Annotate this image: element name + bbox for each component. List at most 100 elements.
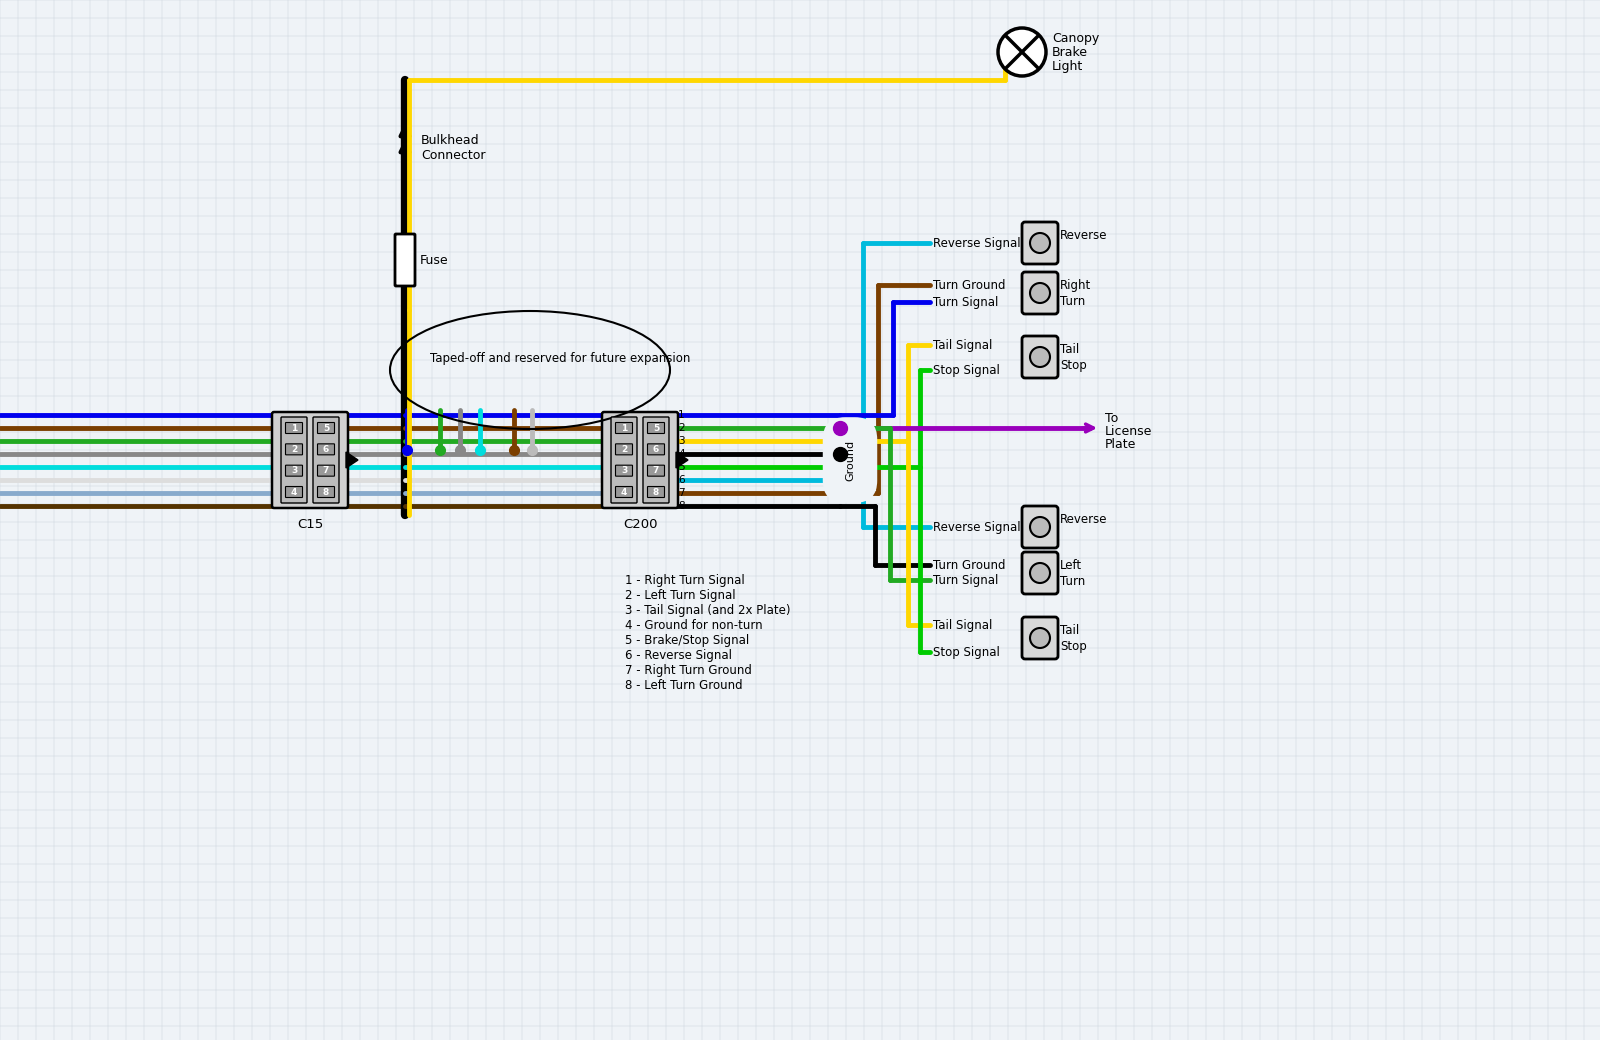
Text: 5: 5 (678, 462, 685, 472)
Text: Taped-off and reserved for future expansion: Taped-off and reserved for future expans… (430, 352, 690, 364)
Text: 1: 1 (678, 410, 685, 420)
Text: Turn Signal: Turn Signal (933, 295, 998, 309)
Text: 6: 6 (678, 475, 685, 485)
Text: Turn Ground: Turn Ground (933, 279, 1005, 291)
FancyBboxPatch shape (1022, 222, 1058, 264)
Text: Light: Light (1053, 59, 1083, 73)
FancyBboxPatch shape (1022, 506, 1058, 548)
FancyBboxPatch shape (1022, 617, 1058, 659)
Text: Turn: Turn (1059, 574, 1085, 588)
FancyBboxPatch shape (1022, 552, 1058, 594)
Circle shape (1030, 628, 1050, 648)
FancyBboxPatch shape (648, 422, 664, 434)
Text: Stop: Stop (1059, 359, 1086, 371)
Text: Reverse Signal: Reverse Signal (933, 236, 1021, 250)
FancyBboxPatch shape (648, 465, 664, 476)
Circle shape (1030, 517, 1050, 537)
Text: C15: C15 (298, 518, 323, 531)
Text: 3: 3 (621, 466, 627, 475)
Text: To: To (1106, 412, 1118, 424)
FancyBboxPatch shape (395, 234, 414, 286)
Text: 4 - Ground for non-turn: 4 - Ground for non-turn (626, 619, 763, 631)
Text: Plate: Plate (1106, 438, 1136, 450)
Circle shape (1030, 347, 1050, 367)
Text: 2: 2 (678, 423, 685, 433)
FancyBboxPatch shape (616, 487, 632, 497)
Text: C200: C200 (622, 518, 658, 531)
Text: 2: 2 (621, 445, 627, 453)
FancyBboxPatch shape (643, 417, 669, 503)
Text: Canopy: Canopy (1053, 31, 1099, 45)
Text: Brake: Brake (1053, 46, 1088, 58)
Text: Fuse: Fuse (421, 254, 448, 266)
Text: 4: 4 (291, 488, 298, 496)
Text: 3: 3 (291, 466, 298, 475)
Text: License: License (1106, 424, 1152, 438)
Text: 6 - Reverse Signal: 6 - Reverse Signal (626, 649, 733, 661)
Text: 2 - Left Turn Signal: 2 - Left Turn Signal (626, 589, 736, 601)
Text: 5 - Brake/Stop Signal: 5 - Brake/Stop Signal (626, 633, 749, 647)
FancyBboxPatch shape (282, 417, 307, 503)
FancyBboxPatch shape (648, 487, 664, 497)
Text: Tail Signal: Tail Signal (933, 338, 992, 352)
FancyBboxPatch shape (1022, 336, 1058, 378)
Text: 8: 8 (653, 488, 659, 496)
Text: 6: 6 (323, 445, 330, 453)
FancyBboxPatch shape (285, 465, 302, 476)
FancyBboxPatch shape (602, 412, 678, 508)
Circle shape (998, 28, 1046, 76)
Text: Tail Signal: Tail Signal (933, 619, 992, 631)
Text: 5: 5 (653, 423, 659, 433)
Text: Reverse Signal: Reverse Signal (933, 520, 1021, 534)
Text: 4: 4 (678, 449, 685, 459)
Text: Tail: Tail (1059, 342, 1080, 356)
Polygon shape (346, 452, 358, 468)
Circle shape (1030, 233, 1050, 253)
Text: 7: 7 (653, 466, 659, 475)
FancyBboxPatch shape (317, 444, 334, 454)
Text: 7: 7 (323, 466, 330, 475)
Text: 7: 7 (678, 488, 685, 498)
Polygon shape (677, 452, 688, 468)
Circle shape (1030, 563, 1050, 583)
Text: Stop: Stop (1059, 640, 1086, 652)
Text: 8: 8 (678, 501, 685, 511)
Text: Reverse: Reverse (1059, 513, 1107, 525)
FancyBboxPatch shape (648, 444, 664, 454)
Text: 1 - Right Turn Signal: 1 - Right Turn Signal (626, 573, 744, 587)
FancyBboxPatch shape (314, 417, 339, 503)
Text: 4: 4 (621, 488, 627, 496)
Text: 8 - Left Turn Ground: 8 - Left Turn Ground (626, 678, 742, 692)
FancyBboxPatch shape (317, 487, 334, 497)
FancyBboxPatch shape (1022, 272, 1058, 314)
Text: 1: 1 (291, 423, 298, 433)
Text: 3 - Tail Signal (and 2x Plate): 3 - Tail Signal (and 2x Plate) (626, 603, 790, 617)
Text: Turn: Turn (1059, 294, 1085, 308)
Text: Ground: Ground (845, 440, 854, 480)
Text: Right: Right (1059, 279, 1091, 291)
Text: 6: 6 (653, 445, 659, 453)
Text: Reverse: Reverse (1059, 229, 1107, 241)
FancyBboxPatch shape (616, 422, 632, 434)
Text: 8: 8 (323, 488, 330, 496)
Text: Stop Signal: Stop Signal (933, 364, 1000, 376)
Text: 5: 5 (323, 423, 330, 433)
Text: Left: Left (1059, 558, 1082, 572)
FancyBboxPatch shape (272, 412, 349, 508)
Text: 1: 1 (621, 423, 627, 433)
Text: 3: 3 (678, 436, 685, 446)
Text: 7 - Right Turn Ground: 7 - Right Turn Ground (626, 664, 752, 676)
Text: Stop Signal: Stop Signal (933, 646, 1000, 658)
FancyBboxPatch shape (285, 444, 302, 454)
FancyBboxPatch shape (317, 422, 334, 434)
Text: 2: 2 (291, 445, 298, 453)
FancyBboxPatch shape (285, 422, 302, 434)
Text: Turn Signal: Turn Signal (933, 573, 998, 587)
FancyBboxPatch shape (285, 487, 302, 497)
FancyBboxPatch shape (616, 444, 632, 454)
Text: Tail: Tail (1059, 624, 1080, 636)
Text: Bulkhead
Connector: Bulkhead Connector (421, 134, 485, 162)
FancyBboxPatch shape (616, 465, 632, 476)
FancyBboxPatch shape (317, 465, 334, 476)
FancyBboxPatch shape (611, 417, 637, 503)
